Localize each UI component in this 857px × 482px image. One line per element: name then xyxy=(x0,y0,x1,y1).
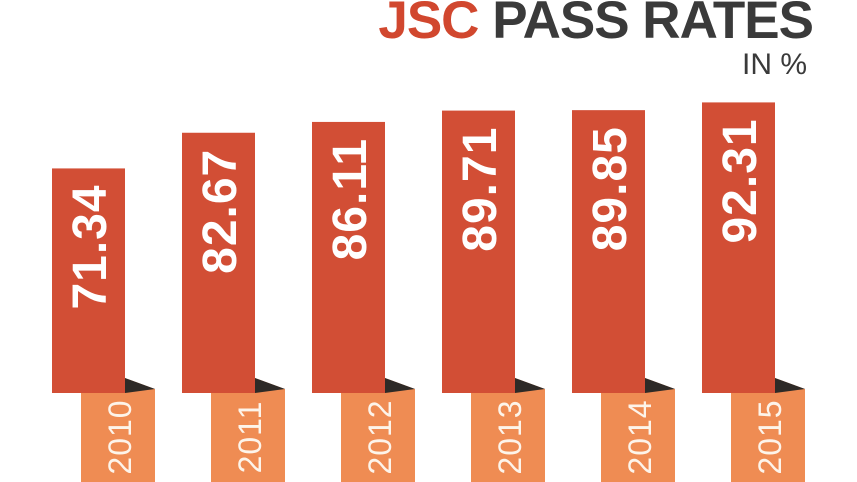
bar-group-2014: 89.85 2014 xyxy=(572,110,675,482)
bar-value-label: 86.11 xyxy=(324,138,377,260)
bar-value-label: 82.67 xyxy=(194,149,247,274)
bar xyxy=(702,102,775,394)
bar-group-2013: 89.71 2013 xyxy=(442,110,545,482)
bar-value-label: 71.34 xyxy=(64,184,117,309)
ribbon-fold-shadow-icon xyxy=(775,378,805,393)
year-ribbon xyxy=(731,378,805,482)
bar xyxy=(572,110,645,394)
ribbon-fold-shadow-icon xyxy=(385,378,415,393)
bar xyxy=(52,168,125,393)
year-label: 2014 xyxy=(622,399,658,474)
bar-value-label: 92.31 xyxy=(714,118,767,243)
year-label: 2013 xyxy=(492,399,528,474)
year-label: 2010 xyxy=(102,399,138,474)
bar-group-2012: 86.11 2012 xyxy=(312,121,415,482)
bar-value-label: 89.85 xyxy=(584,126,637,251)
year-ribbon xyxy=(211,378,285,482)
ribbon-fold-shadow-icon xyxy=(255,378,285,393)
ribbon-fold-shadow-icon xyxy=(125,378,155,393)
year-ribbon xyxy=(81,378,155,482)
year-ribbon xyxy=(601,378,675,482)
bar-group-2015: 92.31 2015 xyxy=(702,102,805,482)
bar xyxy=(182,132,255,394)
bar xyxy=(442,110,515,393)
ribbon-fold-shadow-icon xyxy=(645,378,675,393)
year-ribbon xyxy=(471,378,545,482)
year-label: 2012 xyxy=(362,399,398,474)
year-label: 2011 xyxy=(232,401,268,474)
year-ribbon xyxy=(341,378,415,482)
bar xyxy=(312,121,385,393)
bar-value-label: 89.71 xyxy=(454,127,507,252)
bar-group-2010: 71.34 2010 xyxy=(52,168,155,482)
ribbon-fold-shadow-icon xyxy=(515,378,545,393)
bar-group-2011: 82.67 2011 xyxy=(182,132,285,482)
year-label: 2015 xyxy=(752,399,788,474)
